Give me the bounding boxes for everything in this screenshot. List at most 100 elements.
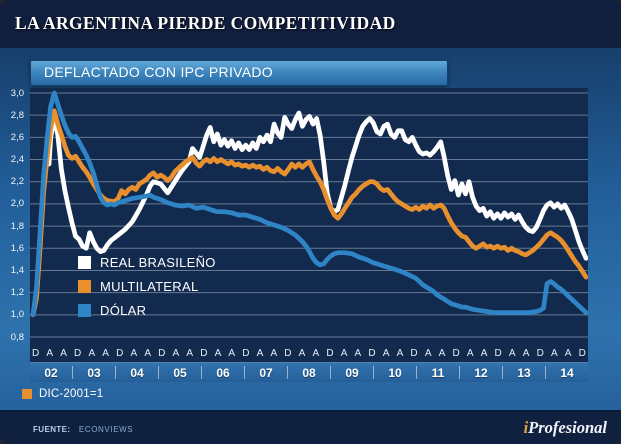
- x-tick-letter: A: [214, 348, 222, 359]
- series-line-multilateral: [30, 108, 588, 318]
- source: FUENTE: ECONVIEWS: [33, 419, 133, 437]
- x-year-label: 04: [130, 365, 144, 380]
- year-separator: [287, 366, 288, 379]
- year-separator: [115, 366, 116, 379]
- x-tick-letter: D: [578, 348, 586, 359]
- x-year-label: 11: [431, 365, 445, 380]
- title-bar: LA ARGENTINA PIERDE COMPETITIVIDAD: [0, 0, 621, 48]
- legend: REAL BRASILEÑO MULTILATERAL DÓLAR: [78, 255, 216, 327]
- chart-subtitle: DEFLACTADO CON IPC PRIVADO: [44, 64, 273, 80]
- x-tick-letter: A: [186, 348, 194, 359]
- y-axis-label: 1,4: [10, 264, 24, 276]
- x-tick-letter: D: [368, 348, 376, 359]
- x-tick-letter: D: [326, 348, 334, 359]
- year-separator: [158, 366, 159, 379]
- chart-frame: DEFLACTADO CON IPC PRIVADO 3,0 2,8 2,6 2,4 2…: [0, 48, 621, 410]
- x-tick-letter: D: [74, 348, 82, 359]
- x-tick-letter: A: [564, 348, 572, 359]
- legend-swatch: [78, 255, 91, 269]
- y-axis-label: 1,2: [10, 287, 24, 299]
- x-tick-letter: A: [102, 348, 109, 359]
- footer-bar: FUENTE: ECONVIEWS iProfesional: [0, 410, 621, 444]
- x-year-label: 02: [44, 365, 58, 380]
- y-axis-label: 2,4: [10, 154, 24, 166]
- y-axis-label: 2,0: [10, 198, 24, 210]
- x-tick-letter: D: [116, 348, 124, 359]
- series-line-dolar: [30, 90, 588, 318]
- y-axis-label: 1,6: [10, 242, 24, 254]
- y-axis-label: 2,6: [10, 131, 24, 143]
- x-year-label: 08: [302, 365, 316, 380]
- x-tick-letter: D: [242, 348, 250, 359]
- series-line-real-brasileno: [30, 110, 588, 318]
- x-year-label: 05: [173, 365, 187, 380]
- x-tick-letter: A: [438, 348, 446, 359]
- x-tick-letter: A: [88, 348, 96, 359]
- chart-subtitle-bar: DEFLACTADO CON IPC PRIVADO: [30, 60, 448, 86]
- x-tick-letter: A: [340, 348, 348, 359]
- x-tick-letter: A: [508, 348, 516, 359]
- x-year-label: 10: [388, 365, 402, 380]
- y-axis-label: 1,8: [10, 220, 24, 232]
- x-year-label: 14: [560, 365, 574, 380]
- x-year-label: 03: [87, 365, 101, 380]
- legend-item-real-brasileno: REAL BRASILEÑO: [78, 254, 216, 270]
- x-tick-letter: D: [536, 348, 544, 359]
- x-tick-letter: A: [396, 348, 404, 359]
- source-value: ECONVIEWS: [78, 425, 134, 434]
- x-tick-letter: D: [32, 348, 40, 359]
- x-tick-letter: A: [354, 348, 362, 359]
- x-tick-letter: A: [424, 348, 432, 359]
- legend-item-multilateral: MULTILATERAL: [78, 278, 216, 294]
- x-year-label: 07: [259, 365, 273, 380]
- note-marker-square: [22, 389, 32, 399]
- year-separator: [416, 366, 417, 379]
- x-tick-letter: A: [270, 348, 278, 359]
- year-separator: [373, 366, 374, 379]
- x-tick-letter: A: [144, 348, 151, 359]
- x-year-label: 13: [517, 365, 531, 380]
- x-tick-letter: A: [480, 348, 488, 359]
- x-tick-letter: A: [550, 348, 558, 359]
- brand-prefix: i: [523, 418, 529, 437]
- legend-item-dolar: DÓLAR: [78, 302, 216, 318]
- y-axis-label: 3,0: [10, 87, 24, 99]
- year-separator: [502, 366, 503, 379]
- x-tick-letter: A: [172, 348, 180, 359]
- x-axis-year-band: 02 03 04 05 06 07 08 09 10 11 12 13 14: [30, 362, 588, 382]
- y-axis-label: 2,2: [10, 176, 24, 188]
- brand-rest: Profesional: [528, 418, 607, 437]
- x-year-label: 06: [216, 365, 230, 380]
- x-tick-letter: A: [466, 348, 474, 359]
- x-tick-letter: D: [158, 348, 166, 359]
- x-tick-letter: A: [228, 348, 236, 359]
- legend-swatch: [78, 279, 91, 293]
- x-tick-letter: D: [494, 348, 502, 359]
- year-separator: [72, 366, 73, 379]
- index-note: DIC-2001=1: [22, 386, 103, 402]
- x-year-label: 09: [345, 365, 359, 380]
- x-tick-letter: A: [256, 348, 264, 359]
- year-separator: [244, 366, 245, 379]
- legend-swatch: [78, 303, 91, 317]
- x-tick-letter: A: [60, 348, 67, 359]
- page-title: LA ARGENTINA PIERDE COMPETITIVIDAD: [15, 13, 396, 33]
- legend-label: DÓLAR: [100, 302, 147, 318]
- plot-svg: [30, 90, 588, 338]
- x-tick-letter: D: [200, 348, 208, 359]
- year-separator: [459, 366, 460, 379]
- x-tick-letter: A: [298, 348, 306, 359]
- legend-label: MULTILATERAL: [100, 278, 199, 294]
- y-axis-label: 2,8: [10, 109, 24, 121]
- year-separator: [201, 366, 202, 379]
- year-separator: [330, 366, 331, 379]
- x-tick-letter: D: [410, 348, 418, 359]
- x-tick-letter: A: [46, 348, 54, 359]
- y-axis: 3,0 2,8 2,6 2,4 2,2 2,0 1,8 1,6 1,4 1,2 1,0 0,8: [0, 88, 27, 362]
- x-tick-letter: D: [284, 348, 292, 359]
- source-label: FUENTE:: [33, 425, 71, 434]
- legend-label: REAL BRASILEÑO: [100, 254, 216, 270]
